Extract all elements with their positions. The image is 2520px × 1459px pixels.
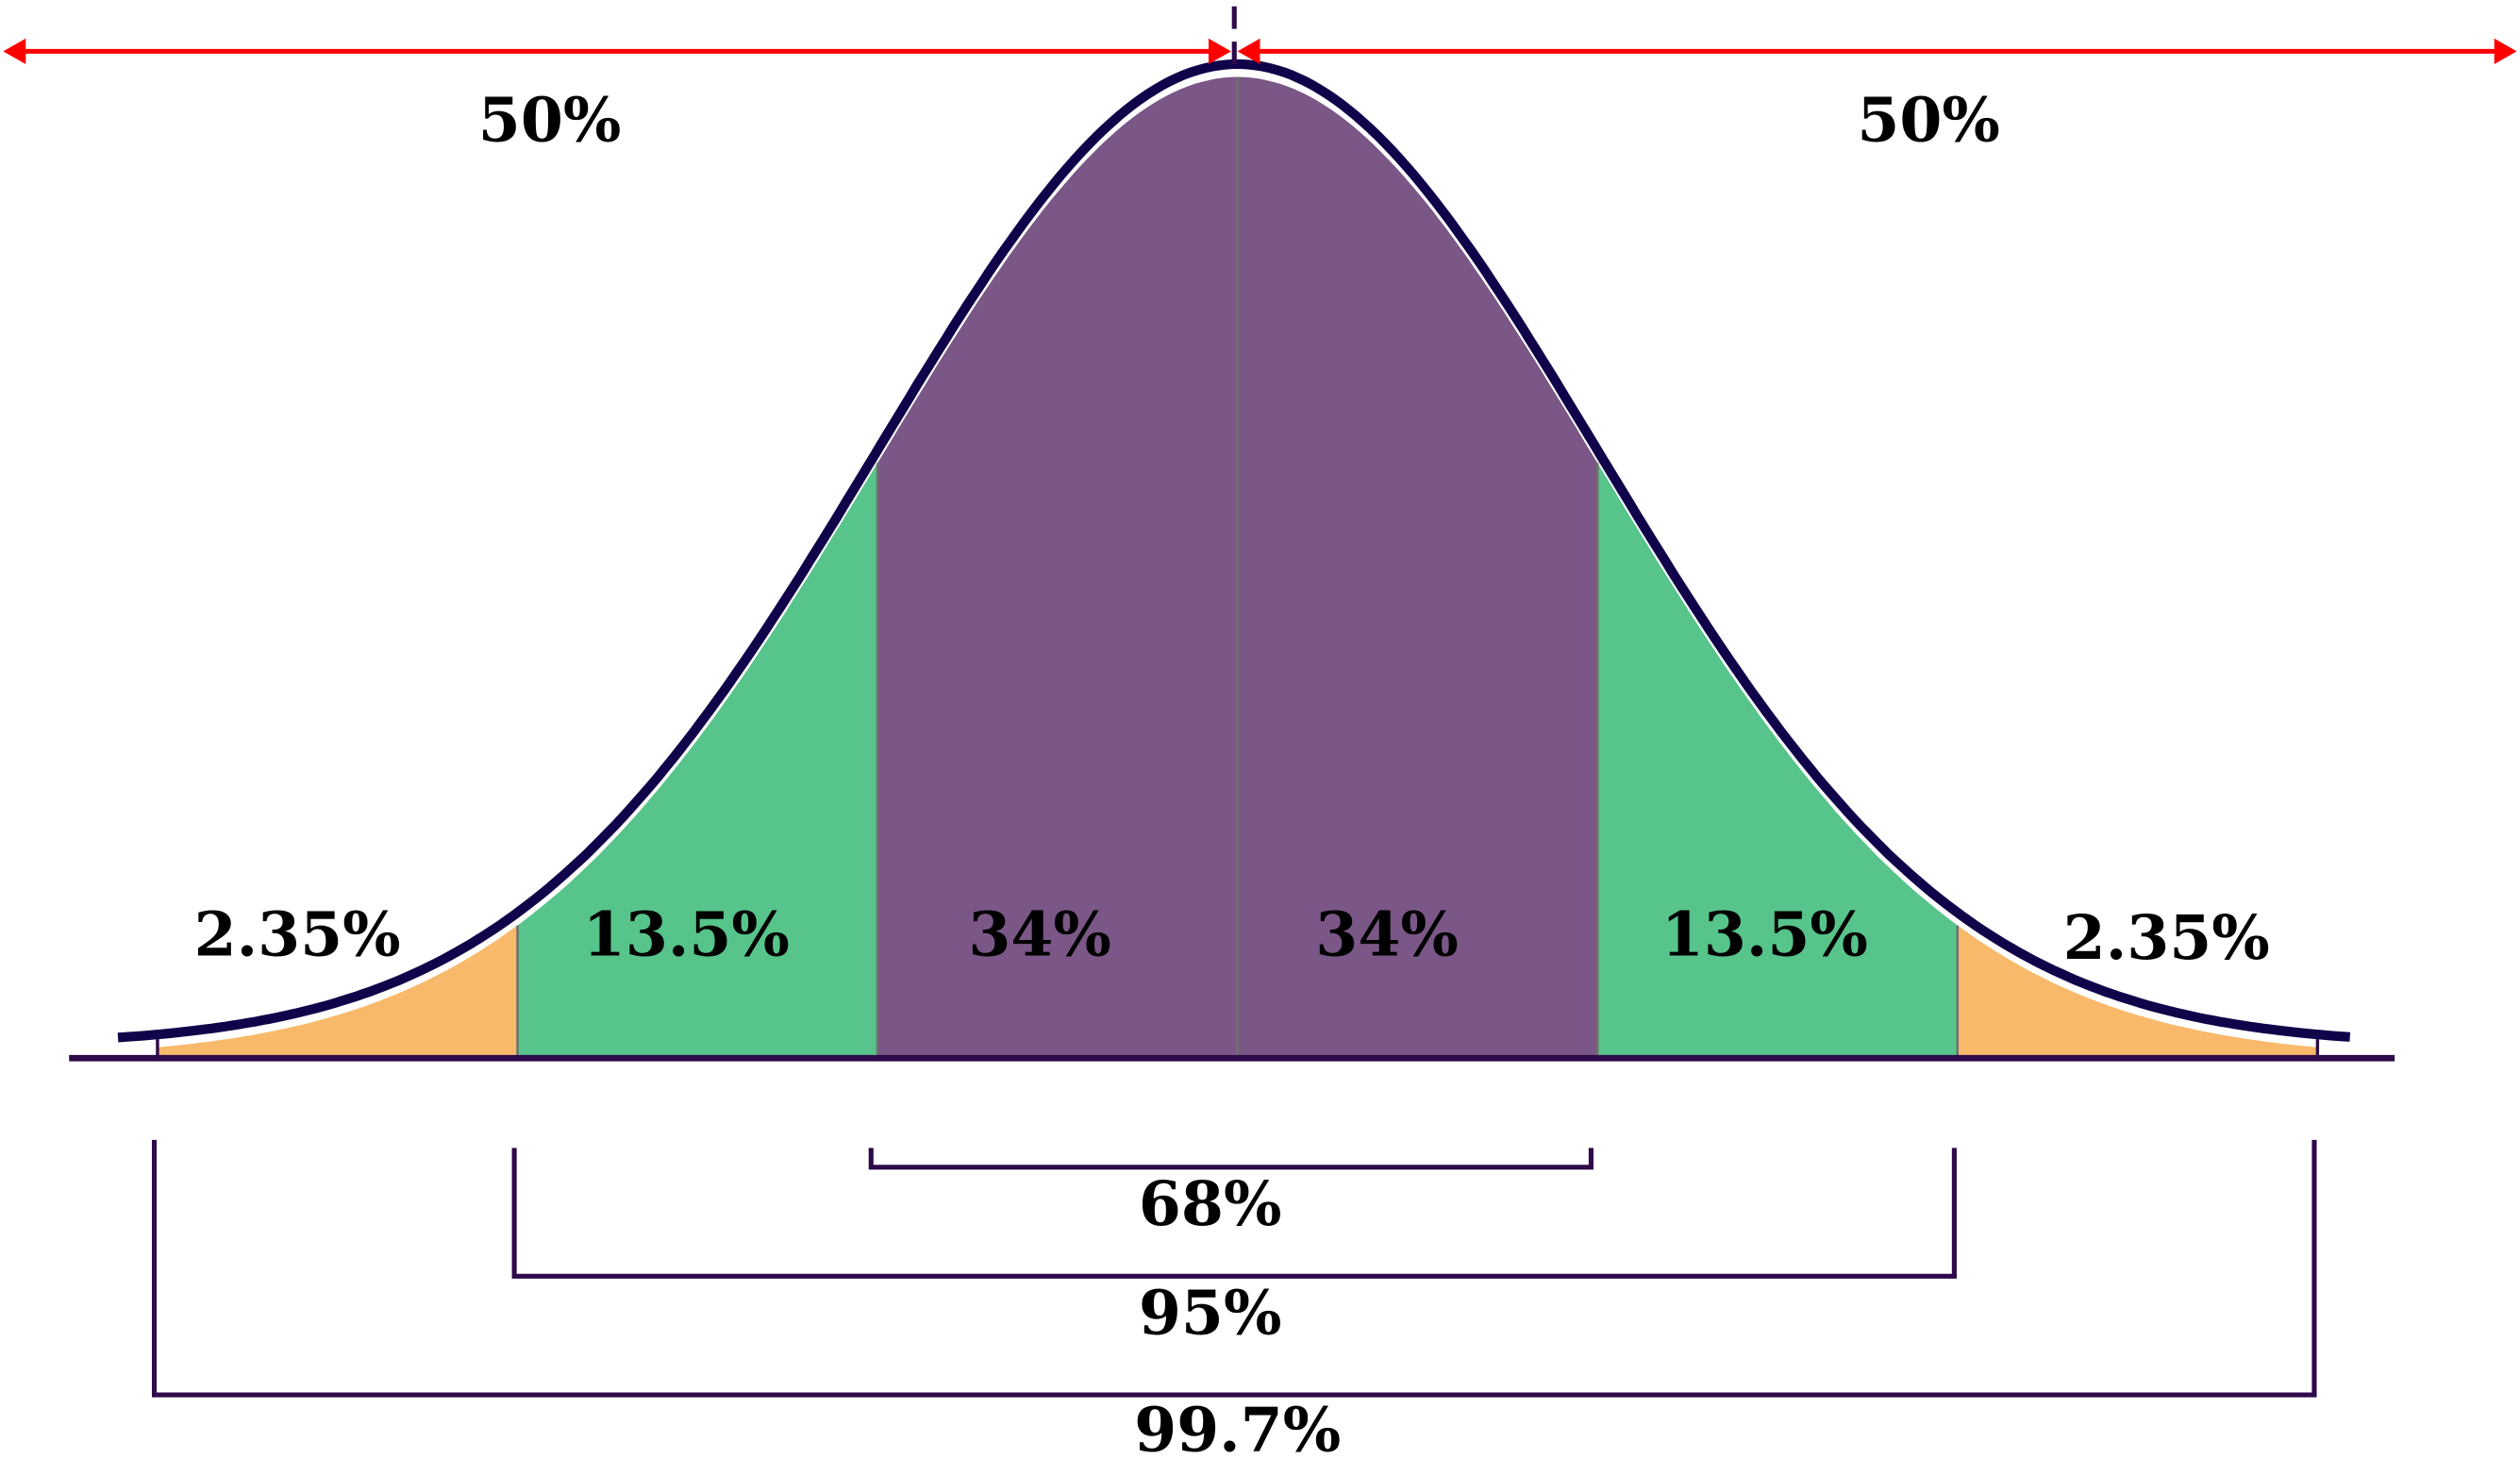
region-0: [157, 925, 518, 1059]
arrowhead-right: [2494, 38, 2517, 64]
arrowhead-left-center: [1208, 38, 1231, 64]
region-label: 34%: [1315, 899, 1459, 971]
interval-bracket-1: [511, 1148, 1957, 1279]
interval-bracket-2: [151, 1139, 2317, 1398]
arrowhead-right-center: [1237, 38, 1260, 64]
interval-label: 68%: [1139, 1168, 1282, 1240]
interval-bracket-0: [868, 1148, 1594, 1170]
region-label: 2.35%: [194, 899, 401, 971]
half-label-right: 50%: [1857, 85, 2000, 157]
region-label: 13.5%: [1661, 899, 1868, 971]
region-5: [1957, 925, 2318, 1059]
region-2: [877, 76, 1238, 1059]
region-label: 2.35%: [2063, 902, 2270, 974]
interval-label: 95%: [1139, 1278, 1282, 1350]
interval-label: 99.7%: [1134, 1395, 1341, 1459]
half-label-left: 50%: [478, 85, 622, 157]
region-3: [1237, 76, 1598, 1059]
region-4: [1597, 462, 1958, 1059]
region-label: 34%: [968, 899, 1111, 971]
region-label: 13.5%: [583, 899, 790, 971]
arrowhead-left: [3, 38, 26, 64]
region-1: [517, 462, 878, 1059]
